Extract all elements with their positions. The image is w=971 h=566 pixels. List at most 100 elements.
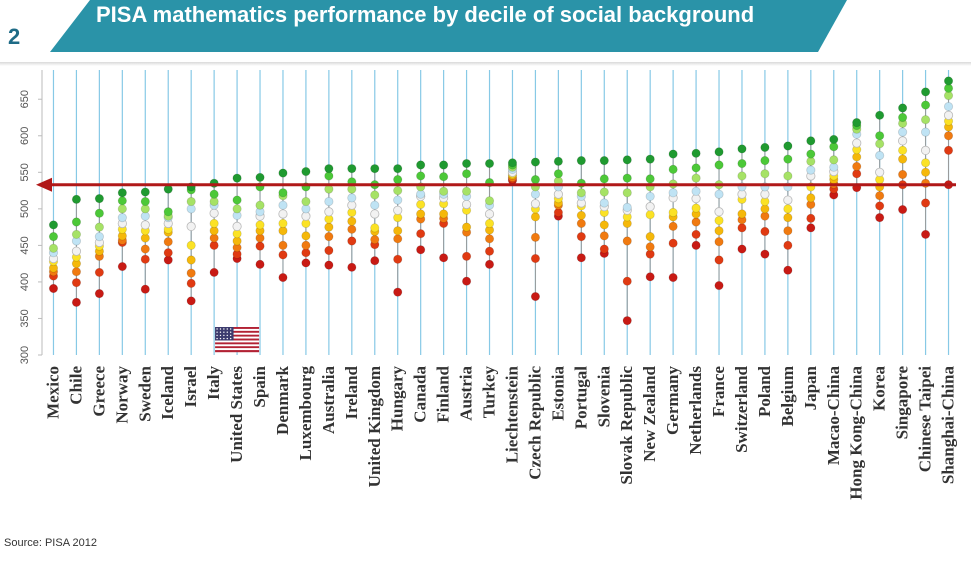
decile-point [737,223,747,233]
category-label: Slovenia [594,366,613,428]
category-label: Czech Republic [525,366,544,480]
decile-point [71,278,82,288]
decile-point [783,265,793,275]
decile-point [691,240,701,250]
category-label: Singapore [893,366,912,440]
decile-point [943,131,954,141]
decile-point [324,164,334,174]
decile-point [94,222,104,232]
decile-point [461,186,472,196]
decile-point [484,209,495,219]
decile-point [117,188,127,198]
decile-point [875,167,885,177]
decile-point [645,232,655,242]
decile-point [760,226,770,237]
slide-number: 2 [8,24,21,49]
decile-point [668,164,678,174]
category-label: United Kingdom [365,366,384,487]
decile-point [599,174,609,184]
decile-point [645,210,655,220]
decile-point [553,156,563,166]
us-flag-icon [215,327,260,353]
decile-point [622,188,632,198]
decile-point [875,191,885,201]
decile-point [783,195,793,205]
category-label: Mexico [43,366,62,419]
decile-point [484,234,495,244]
decile-point [71,194,82,204]
average-line-arrow [36,177,52,192]
decile-point [140,254,150,264]
decile-point [416,229,426,239]
category-label: Netherlands [686,366,705,455]
category-label: Spain [250,365,269,407]
decile-point [898,145,908,155]
category-label: Canada [411,366,430,423]
category-label: Hong Kong-China [847,366,866,500]
decile-point [622,173,632,183]
decile-point [255,259,265,269]
decile-point [393,226,403,236]
category-label: Poland [755,365,774,417]
decile-point [94,194,104,204]
decile-point [920,167,931,177]
decile-point [783,154,793,164]
decile-point [484,196,495,206]
category-label: Italy [204,366,223,401]
decile-point [898,136,908,146]
decile-point [278,272,288,283]
decile-point [94,232,104,242]
y-tick-label: 400 [19,273,31,291]
decile-point [461,251,472,261]
decile-point [576,188,586,198]
decile-point [668,188,678,198]
category-label: New Zealand [640,365,659,461]
decile-point [461,199,472,210]
decile-point [416,209,426,219]
decile-point [48,232,59,242]
decile-point [71,267,82,277]
decile-point [852,118,862,128]
decile-point [622,276,632,286]
decile-point [301,258,311,268]
decile-point [140,220,150,230]
decile-point [920,115,931,125]
decile-point [645,154,655,164]
category-label: Shanghai-China [939,366,958,485]
decile-point [163,237,173,247]
decile-point [714,160,724,170]
decile-point [140,187,150,197]
decile-point [186,255,196,265]
decile-point [691,148,701,158]
decile-point [875,131,885,141]
decile-point [645,174,655,184]
decile-point [393,234,403,244]
decile-point [484,158,495,169]
decile-point [163,248,173,258]
decile-point [553,169,563,179]
decile-point [324,245,334,256]
decile-point [898,127,908,137]
decile-point [301,231,311,241]
category-label: Australia [319,366,338,435]
header-bar: 2 PISA mathematics performance by decile… [0,0,971,66]
decile-point [370,164,380,174]
decile-point [875,213,885,223]
decile-point [806,165,816,175]
decile-point [783,171,793,181]
decile-point [737,171,747,181]
decile-point [737,144,747,154]
decile-point [117,196,127,206]
category-label: Austria [457,366,476,421]
decile-point [898,169,908,180]
decile-point [737,209,747,219]
decile-point [370,256,380,266]
decile-point [393,185,403,196]
decile-point [920,198,931,208]
decile-point [347,236,357,246]
decile-point [875,139,885,149]
decile-point [461,222,472,232]
decile-point [347,164,357,174]
decile-point [576,232,586,242]
category-label: Greece [89,366,108,417]
